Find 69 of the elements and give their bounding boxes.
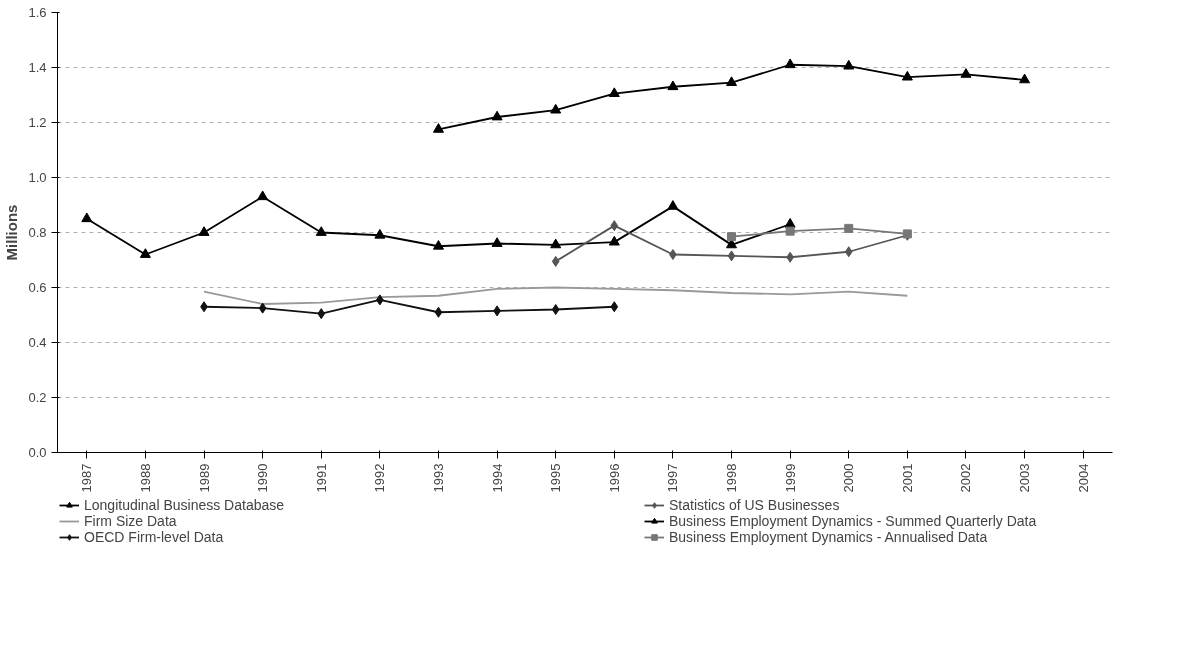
legend-label: Business Employment Dynamics - Summed Quarterly Data bbox=[669, 513, 1038, 529]
x-tick-label: 1990 bbox=[255, 463, 271, 493]
point bbox=[491, 110, 503, 121]
y-tick-label: 0.8 bbox=[28, 225, 47, 240]
point bbox=[785, 226, 795, 236]
point bbox=[139, 248, 151, 258]
x-tick-label: 2003 bbox=[1017, 463, 1033, 493]
point bbox=[726, 76, 738, 87]
point bbox=[551, 304, 560, 315]
point bbox=[315, 226, 327, 236]
point bbox=[901, 70, 913, 81]
point bbox=[727, 250, 736, 262]
x-tick-label: 1991 bbox=[313, 463, 329, 493]
x-tick-label: 1997 bbox=[665, 463, 681, 493]
point bbox=[784, 58, 796, 69]
legend-label: Business Employment Dynamics - Annualised Data bbox=[669, 529, 989, 545]
point bbox=[374, 228, 386, 239]
x-tick-label: 1987 bbox=[79, 463, 95, 493]
x-tick-label: 1989 bbox=[196, 463, 212, 493]
point bbox=[434, 306, 443, 318]
x-tick-label: 1993 bbox=[430, 463, 446, 493]
y-tick-label: 1.2 bbox=[28, 115, 47, 130]
x-tick-label: 2004 bbox=[1075, 463, 1091, 493]
point bbox=[667, 80, 679, 91]
x-tick-label: 1999 bbox=[782, 463, 798, 493]
x-tick-label: 2001 bbox=[899, 463, 915, 493]
point bbox=[844, 223, 854, 233]
y-tick-label: 0.2 bbox=[28, 390, 47, 405]
point bbox=[960, 68, 972, 78]
x-tick-label: 1998 bbox=[724, 463, 740, 493]
legend-label: Firm Size Data bbox=[84, 513, 178, 529]
point bbox=[1019, 73, 1031, 84]
x-tick-label: 1992 bbox=[372, 463, 388, 493]
legend-label: Longitudinal Business Database bbox=[84, 497, 286, 513]
x-tick-label: 1996 bbox=[606, 463, 622, 493]
point bbox=[610, 301, 619, 313]
y-tick-label: 0.0 bbox=[28, 445, 47, 460]
y-tick-label: 0.4 bbox=[28, 335, 47, 350]
point bbox=[198, 226, 210, 236]
point bbox=[608, 87, 620, 98]
x-tick-label: 1988 bbox=[137, 463, 153, 493]
point bbox=[317, 308, 326, 320]
x-tick-label: 2002 bbox=[958, 463, 974, 493]
legend-label: Statistics of US Businesses bbox=[669, 497, 841, 513]
x-tick-label: 1994 bbox=[489, 463, 505, 493]
point bbox=[432, 239, 444, 250]
point bbox=[667, 200, 679, 210]
point bbox=[81, 212, 93, 223]
point bbox=[550, 103, 562, 114]
y-tick-label: 1.4 bbox=[28, 60, 47, 75]
point bbox=[608, 235, 620, 246]
point bbox=[491, 237, 503, 247]
point bbox=[551, 255, 560, 267]
point bbox=[610, 220, 619, 232]
legend-label: OECD Firm-level Data bbox=[84, 529, 225, 545]
point bbox=[844, 246, 853, 258]
point bbox=[257, 190, 269, 201]
point bbox=[727, 232, 737, 242]
x-tick-label: 2000 bbox=[841, 463, 857, 493]
y-tick-label: 1.6 bbox=[28, 5, 47, 20]
point bbox=[432, 123, 444, 133]
y-tick-label: 0.6 bbox=[28, 280, 47, 295]
y-axis-title: Millions bbox=[3, 204, 21, 261]
x-tick-label: 1995 bbox=[548, 463, 564, 493]
point bbox=[843, 59, 855, 70]
point bbox=[550, 238, 562, 249]
point bbox=[258, 302, 267, 314]
y-tick-label: 1.0 bbox=[28, 170, 47, 185]
point bbox=[669, 249, 677, 260]
